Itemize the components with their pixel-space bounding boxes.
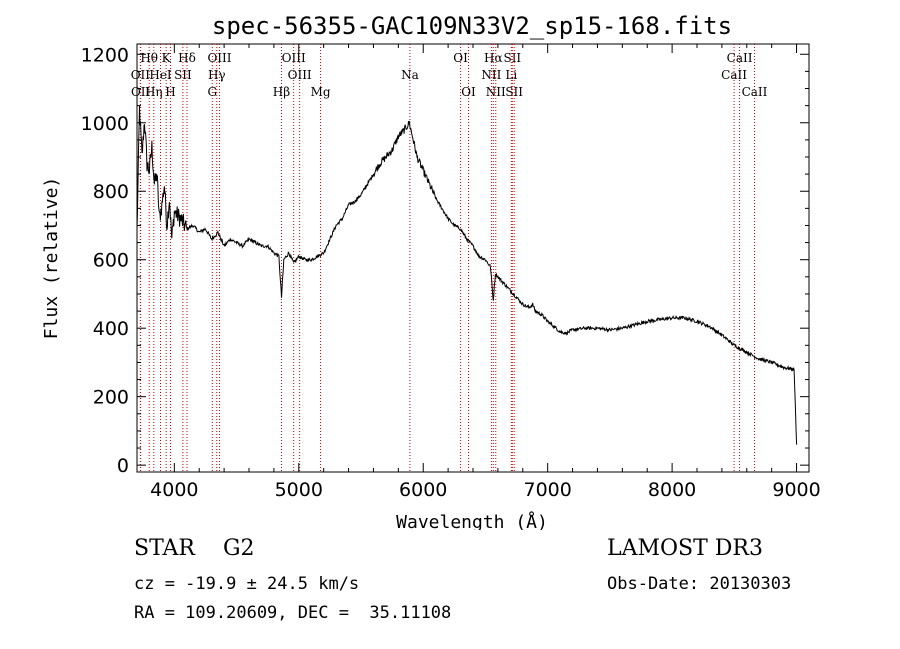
spectral-line-label: OI xyxy=(461,85,476,99)
spectral-line-label: G xyxy=(207,85,217,99)
spectral-line-label: OI xyxy=(453,51,468,65)
x-axis-label: Wavelength (Å) xyxy=(396,511,548,530)
spectral-line-label: NII xyxy=(481,68,501,82)
spectral-line-label: H xyxy=(165,85,175,99)
spectral-line-label: Mg xyxy=(311,85,331,99)
x-tick-label: 6000 xyxy=(399,479,447,501)
spectral-line-label: CaII xyxy=(721,68,747,82)
spectral-line-label: SII xyxy=(505,85,523,99)
chart-title: spec-56355-GAC109N33V2_sp15-168.fits xyxy=(212,12,732,40)
redshift-label: cz = -19.9 ± 24.5 km/s xyxy=(134,574,360,594)
y-tick-label: 0 xyxy=(117,455,129,477)
obs-date-label: Obs-Date: 20130303 xyxy=(607,574,792,594)
spectral-line-label: Hθ xyxy=(140,51,158,65)
x-tick-label: 5000 xyxy=(275,479,323,501)
spectral-line-label: OII xyxy=(131,85,151,99)
spectrum-chart: spec-56355-GAC109N33V2_sp15-168.fits Hθ O… xyxy=(41,12,821,530)
y-tick-label: 1000 xyxy=(81,113,129,135)
spectral-line-label: HeI xyxy=(149,68,172,82)
spectral-line-label: CaII xyxy=(727,51,753,65)
spectral-line-label: Hδ xyxy=(178,51,196,65)
x-tick-label: 8000 xyxy=(648,479,696,501)
y-tick-label: 400 xyxy=(93,318,129,340)
spectral-line-label: OIII xyxy=(282,51,306,65)
y-tick-label: 200 xyxy=(93,387,129,409)
spectral-line-label: Hβ xyxy=(273,85,290,99)
spectral-line-label: OIII xyxy=(288,68,312,82)
y-tick-label: 600 xyxy=(93,250,129,272)
y-axis-label: Flux (relative) xyxy=(41,177,62,340)
spectral-line-label: SII xyxy=(503,51,521,65)
ra-dec-label: RA = 109.20609, DEC = 35.11108 xyxy=(134,603,452,623)
x-tick-label: 4000 xyxy=(150,479,198,501)
spectral-line-label: SII xyxy=(174,68,192,82)
x-tick-label: 7000 xyxy=(523,479,571,501)
spectral-line-label: Li xyxy=(505,68,517,82)
axis-ticks-layer: 4000 5000 6000 7000 8000 9000 0 200 400 600 800 100… xyxy=(81,44,821,501)
x-tick-label: 9000 xyxy=(772,479,820,501)
spectral-line-label: Hη xyxy=(145,85,163,99)
plot-frame xyxy=(136,43,810,473)
spectral-line-label: Hα xyxy=(484,51,503,65)
flux-series-line xyxy=(136,105,798,445)
y-tick-label: 1200 xyxy=(81,44,129,66)
spectral-line-label: CaII xyxy=(742,85,768,99)
object-class-label: STAR G2 xyxy=(134,536,255,561)
survey-label: LAMOST DR3 xyxy=(607,536,763,561)
spectral-line-label: Hγ xyxy=(208,68,226,82)
spectral-line-label: K xyxy=(162,51,172,65)
spectral-line-label: OIII xyxy=(207,51,231,65)
y-tick-label: 800 xyxy=(93,181,129,203)
spectral-line-label: NII xyxy=(486,85,506,99)
spectral-line-label: Na xyxy=(401,68,419,82)
